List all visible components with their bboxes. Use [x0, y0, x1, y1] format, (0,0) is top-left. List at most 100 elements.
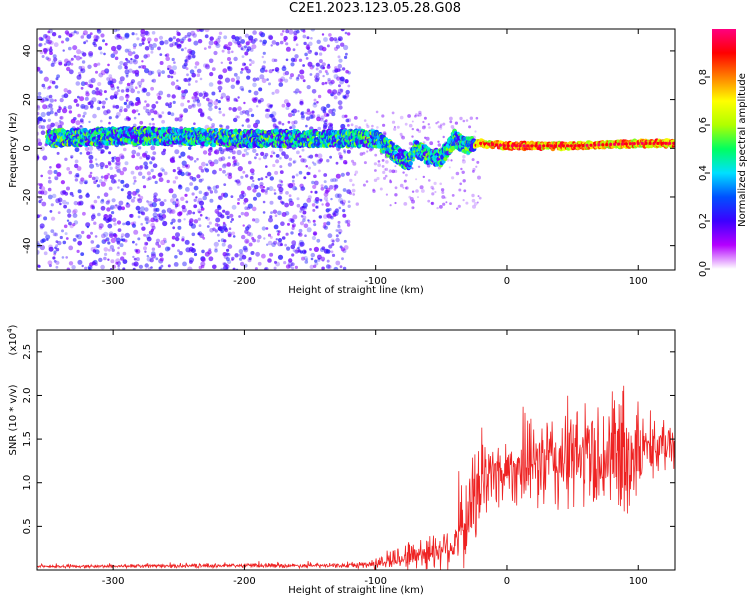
spectrogram-noise-point: [141, 226, 146, 231]
spectrogram-noise-point: [417, 165, 421, 168]
spectrogram-noise-point: [320, 184, 324, 188]
spectrogram-noise-point: [146, 53, 151, 58]
spectrogram-noise-point: [66, 201, 70, 205]
spectrogram-noise-point: [175, 232, 180, 238]
spectrogram-noise-point: [173, 262, 179, 267]
spectrogram-noise-point: [132, 240, 135, 244]
spectrogram-noise-point: [126, 104, 131, 109]
spectrogram-noise-point: [129, 213, 134, 218]
spectrogram-noise-point: [103, 256, 107, 261]
spectrogram-noise-point: [184, 47, 187, 50]
spectrogram-noise-point: [188, 105, 192, 109]
spectrogram-noise-point: [324, 81, 328, 85]
spectrogram-noise-point: [53, 259, 57, 263]
spectrogram-noise-point: [209, 118, 213, 121]
spectrogram-noise-point: [62, 108, 68, 114]
spectrogram-noise-point: [428, 179, 431, 182]
spectrogram-noise-point: [233, 117, 238, 123]
spectrogram-noise-point: [330, 93, 334, 97]
spectrogram-noise-point: [289, 217, 294, 222]
spectrogram-noise-point: [248, 38, 253, 44]
spectrogram-noise-point: [260, 32, 266, 38]
spectrogram-noise-point: [223, 265, 229, 270]
spectrogram-noise-point: [130, 81, 134, 85]
spectrogram-noise-point: [285, 29, 290, 34]
spectrogram-noise-point: [131, 149, 137, 155]
spectrogram-noise-point: [140, 211, 145, 216]
spectrogram-noise-point: [162, 220, 168, 227]
spectrogram-noise-point: [285, 46, 291, 52]
spectrogram-noise-point: [237, 198, 241, 201]
spectrogram-noise-point: [253, 196, 257, 201]
spectrogram-noise-point: [204, 168, 210, 173]
spectrogram-noise-point: [300, 111, 305, 115]
spectrogram-noise-point: [326, 44, 330, 48]
spectrogram-noise-point: [96, 29, 100, 32]
spectrogram-noise-point: [291, 266, 295, 270]
spectrogram-noise-point: [257, 234, 262, 240]
spectrogram-noise-point: [257, 261, 262, 266]
spectrogram-noise-point: [175, 85, 180, 90]
spectrogram-noise-point: [180, 171, 185, 177]
spectrogram-noise-point: [372, 189, 376, 193]
spectrogram-noise-point: [112, 217, 117, 222]
spectrogram-noise-point: [458, 188, 462, 192]
spectrogram-noise-point: [101, 233, 106, 239]
spectrogram-noise-point: [376, 126, 379, 129]
spectrogram-noise-point: [198, 165, 203, 170]
spectrogram-noise-point: [290, 57, 296, 62]
spectrogram-noise-point: [271, 91, 275, 95]
spectrogram-noise-point: [159, 53, 163, 56]
spectrogram-noise-point: [451, 194, 455, 197]
spectrogram-noise-point: [179, 113, 184, 118]
spectrogram-noise-point: [248, 232, 253, 237]
spectrogram-noise-point: [191, 232, 196, 237]
spectrogram-noise-point: [226, 162, 231, 167]
spectrogram-noise-point: [302, 210, 307, 215]
spectrogram-noise-point: [345, 52, 348, 56]
spectrogram-noise-point: [37, 120, 40, 125]
spectrogram-noise-point: [343, 95, 348, 100]
spectrogram-noise-point: [63, 224, 68, 229]
spectrogram-noise-point: [332, 89, 338, 95]
spectrogram-noise-point: [335, 161, 339, 165]
spectrogram-noise-point: [256, 105, 259, 108]
spectrogram-noise-point: [411, 135, 414, 138]
spectrogram-noise-point: [337, 91, 341, 96]
spectrogram-noise-point: [276, 230, 280, 233]
spectrogram-noise-point: [244, 45, 248, 49]
spectrogram-noise-point: [208, 221, 212, 225]
spectrogram-noise-point: [182, 64, 187, 69]
spectrogram-noise-point: [338, 152, 342, 156]
spectrogram-noise-point: [411, 167, 414, 170]
spectrogram-noise-point: [191, 96, 195, 100]
spectrogram-noise-point: [145, 108, 150, 114]
spectrogram-noise-point: [164, 240, 167, 244]
spectrogram-noise-point: [221, 242, 226, 247]
spectrogram-noise-point: [180, 151, 186, 157]
spectrogram-noise-point: [81, 60, 86, 64]
spectrogram-noise-point: [116, 44, 122, 50]
spectrogram-noise-point: [132, 46, 137, 50]
spectrogram-noise-point: [471, 198, 476, 203]
spectrogram-noise-point: [137, 198, 143, 204]
spectrogram-noise-point: [176, 79, 179, 82]
spectrogram-noise-point: [140, 32, 146, 38]
spectrogram-noise-point: [94, 176, 99, 181]
spectrogram-noise-point: [54, 111, 58, 115]
spectrogram-noise-point: [145, 242, 149, 246]
spectrogram-noise-point: [212, 264, 217, 270]
spectrogram-noise-point: [134, 69, 140, 75]
spectrogram-noise-point: [221, 49, 225, 53]
spectrogram-noise-point: [113, 29, 118, 33]
spectrogram-noise-point: [330, 250, 334, 254]
spectrogram-noise-point: [86, 234, 91, 239]
spectrogram-noise-point: [228, 148, 233, 153]
spectrogram-noise-point: [135, 86, 138, 89]
spectrogram-noise-point: [389, 179, 392, 182]
spectrogram-noise-point: [326, 65, 331, 69]
spectrogram-noise-point: [274, 170, 279, 175]
spectrogram-noise-point: [343, 239, 347, 243]
spectrogram-noise-point: [328, 109, 333, 114]
spectrogram-noise-point: [80, 177, 85, 182]
